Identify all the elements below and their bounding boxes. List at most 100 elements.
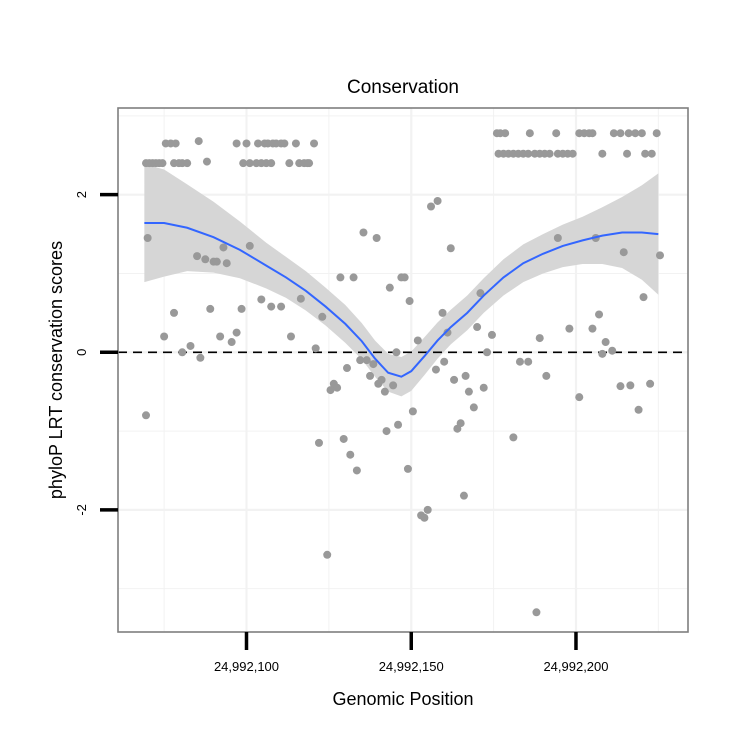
data-point [641,149,650,158]
data-point [637,129,646,138]
data-point [346,450,355,459]
data-point [142,411,151,420]
data-point [476,289,485,298]
data-point [545,149,554,158]
data-point [509,433,518,442]
data-point [479,383,488,392]
data-point [310,139,319,148]
data-point [413,336,422,345]
data-point [408,407,417,416]
data-point [201,255,210,264]
data-point [277,302,286,311]
data-point [568,149,577,158]
data-point [464,387,473,396]
data-point [459,491,468,500]
data-point [216,332,225,341]
chart-title: Conservation [347,77,459,98]
data-point [257,295,266,304]
data-point [336,273,345,282]
plot-area [117,107,689,633]
data-point [342,364,351,373]
data-point [362,356,371,365]
data-point [286,332,295,341]
data-point [588,324,597,333]
data-point [433,196,442,205]
data-point [349,273,358,282]
data-point [254,139,263,148]
data-point [160,332,169,341]
data-point [595,310,604,319]
data-point [158,159,167,168]
smooth-trend-line [144,222,659,378]
y-tick-label-2: 0 [74,349,89,356]
data-point [356,356,365,365]
data-point [524,357,533,366]
data-point [239,159,248,168]
data-point [222,259,231,268]
x-axis-label: Genomic Position [332,689,473,709]
data-point [575,393,584,402]
data-point [542,371,551,380]
data-point [318,312,327,321]
data-points [142,129,664,617]
data-point [178,348,187,357]
data-point [483,348,492,357]
data-point [333,383,342,392]
data-point [285,159,294,168]
data-point [193,252,202,261]
data-point [450,375,459,384]
data-point [626,381,635,390]
data-point [473,323,482,332]
plot-border [117,107,689,633]
data-point [392,348,401,357]
data-point [616,129,625,138]
data-point [380,387,389,396]
data-point [400,273,409,282]
data-point [232,328,241,337]
data-point [212,257,221,266]
data-point [280,139,289,148]
data-point [170,308,179,317]
data-point [196,353,205,362]
data-point [377,375,386,384]
data-point [369,360,378,369]
data-point [206,304,215,313]
data-point [609,129,618,138]
data-point [601,338,610,347]
data-point [194,137,203,146]
data-point [440,357,449,366]
data-point [143,234,152,243]
data-point [232,139,241,148]
data-point [446,244,455,253]
data-point [314,438,323,447]
data-point [535,334,544,343]
data-point [245,159,254,168]
data-point [352,466,361,475]
data-point [366,371,375,380]
y-axis-label: phyloP LRT conservation scores [46,241,66,499]
data-point [624,129,633,138]
data-point [608,346,617,355]
data-point [385,283,394,292]
data-point [443,328,452,337]
data-point [403,464,412,473]
data-point [359,228,368,237]
data-point [456,419,465,428]
data-point [339,434,348,443]
x-tick-label-1: 24,992,100 [214,659,279,674]
data-point [532,608,541,617]
confidence-band [144,163,659,397]
data-point [524,149,533,158]
x-tick-marks [244,632,578,650]
data-point [245,241,254,250]
data-point [623,149,632,158]
x-axis: 24,992,100 24,992,150 24,992,200 Genomic… [214,632,609,709]
data-point [431,365,440,374]
data-point [420,513,429,522]
data-point [565,324,574,333]
data-point [323,550,332,559]
data-point [405,297,414,306]
data-point [438,308,447,317]
data-point [267,159,276,168]
data-point [382,427,391,436]
